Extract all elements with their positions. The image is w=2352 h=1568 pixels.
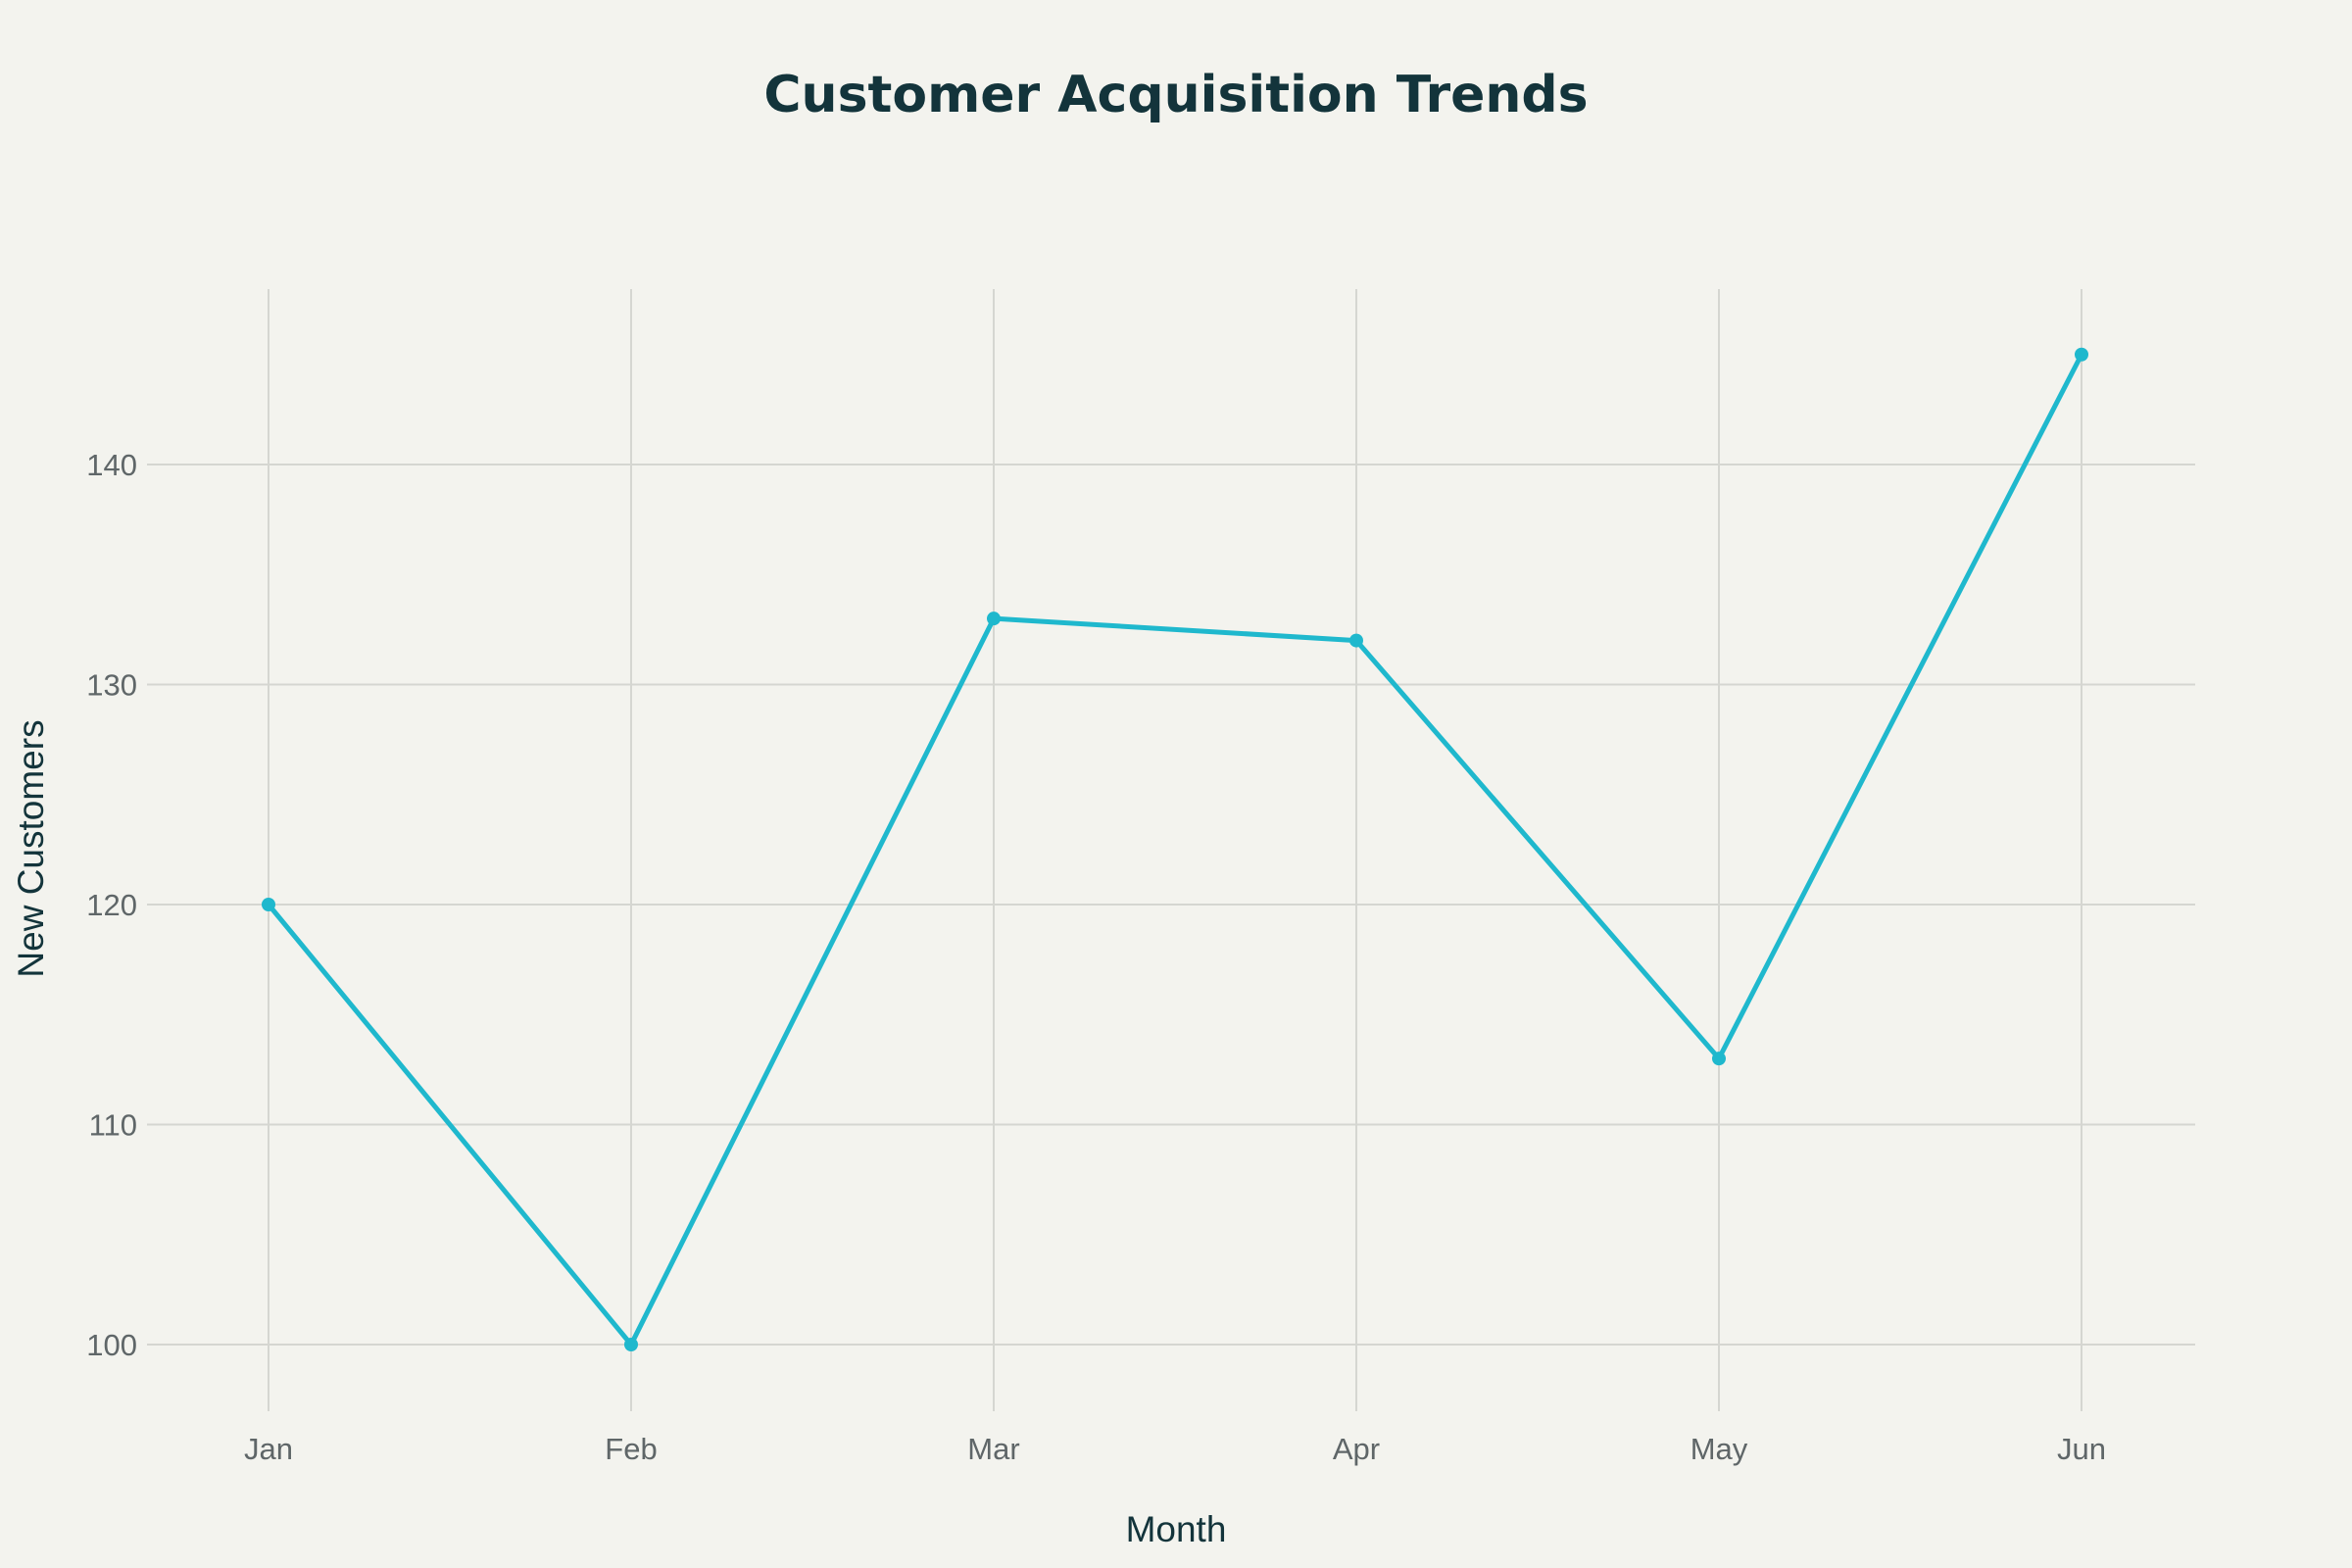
data-point-mar[interactable] bbox=[987, 612, 1001, 626]
x-tick-label: Jun bbox=[2057, 1432, 2106, 1466]
y-tick-label: 140 bbox=[86, 448, 137, 482]
x-tick-label: Jan bbox=[244, 1432, 293, 1466]
data-point-jan[interactable] bbox=[262, 898, 275, 911]
grid-layer bbox=[147, 289, 2195, 1411]
tick-layer: Jan Feb Mar Apr May Jun 100 110 120 130 140 bbox=[86, 448, 2106, 1466]
data-point-may[interactable] bbox=[1712, 1052, 1726, 1066]
series-line bbox=[266, 352, 2084, 1348]
x-tick-label: Feb bbox=[605, 1432, 657, 1466]
data-point-feb[interactable] bbox=[624, 1338, 638, 1351]
y-tick-label: 120 bbox=[86, 888, 137, 922]
x-tick-label: Apr bbox=[1333, 1432, 1380, 1466]
data-point-apr[interactable] bbox=[1349, 633, 1363, 648]
x-tick-label: May bbox=[1690, 1432, 1748, 1466]
y-tick-label: 110 bbox=[89, 1108, 137, 1143]
data-point-jun[interactable] bbox=[2075, 347, 2088, 362]
x-tick-label: Mar bbox=[967, 1432, 1019, 1466]
y-tick-label: 130 bbox=[86, 668, 137, 703]
x-axis-title: Month bbox=[1126, 1509, 1227, 1549]
y-axis-title: New Customers bbox=[11, 719, 51, 977]
y-tick-label: 100 bbox=[86, 1328, 137, 1362]
chart-title: Customer Acquisition Trends bbox=[763, 66, 1588, 124]
series-layer bbox=[262, 347, 2088, 1351]
